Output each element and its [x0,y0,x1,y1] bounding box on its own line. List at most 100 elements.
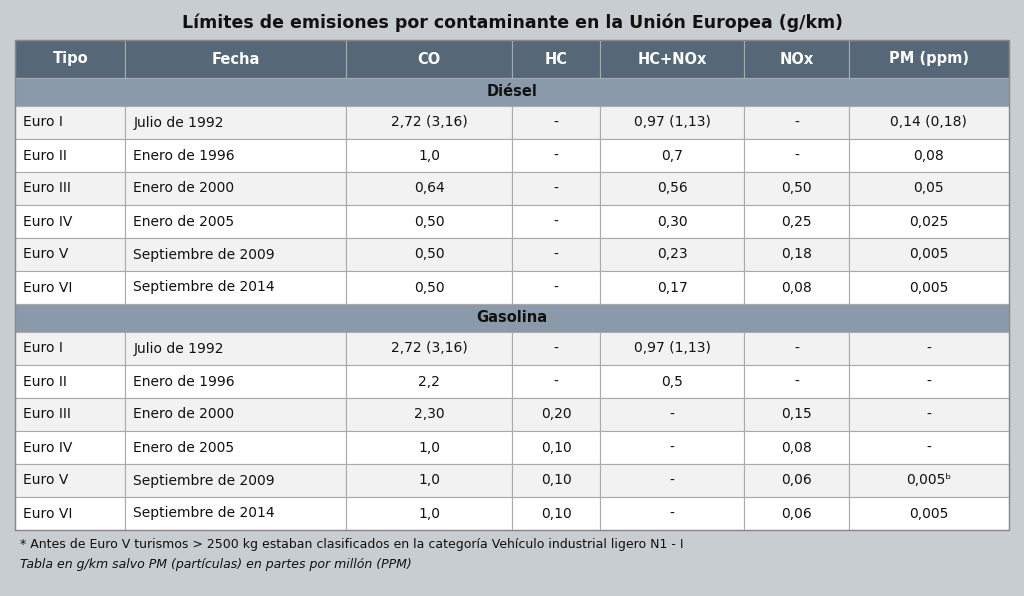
Text: 0,17: 0,17 [656,281,687,294]
Text: 1,0: 1,0 [418,507,440,520]
Bar [15,40,1009,530]
Bar [743,271,849,304]
Text: -: - [670,507,675,520]
Bar [126,431,346,464]
Bar [849,139,1009,172]
Bar [743,464,849,497]
Text: Euro II: Euro II [23,148,67,163]
Text: Euro V: Euro V [23,473,69,488]
Bar [15,40,126,78]
Text: Enero de 2005: Enero de 2005 [133,215,234,228]
Bar [512,172,600,205]
Bar [743,332,849,365]
Text: Euro VI: Euro VI [23,281,73,294]
Bar [849,497,1009,530]
Bar [849,271,1009,304]
Bar [849,40,1009,78]
Text: 1,0: 1,0 [418,148,440,163]
Text: Tabla en g/km salvo PM (partículas) en partes por millón (PPM): Tabla en g/km salvo PM (partículas) en p… [20,558,412,571]
Bar [849,332,1009,365]
Bar [15,332,126,365]
Text: 0,50: 0,50 [414,215,444,228]
Text: 0,06: 0,06 [781,473,812,488]
Bar [743,431,849,464]
Bar [512,271,600,304]
Bar [743,398,849,431]
Text: Tipo: Tipo [52,51,88,67]
Text: 2,2: 2,2 [418,374,440,389]
Bar [600,205,743,238]
Text: 2,72 (3,16): 2,72 (3,16) [391,342,468,355]
Bar [512,238,600,271]
Text: -: - [670,440,675,455]
Bar [126,172,346,205]
Bar [743,365,849,398]
Bar [346,398,512,431]
Bar [512,497,600,530]
Bar [512,398,600,431]
Bar [600,271,743,304]
Text: 0,5: 0,5 [662,374,683,389]
Text: 0,97 (1,13): 0,97 (1,13) [634,116,711,129]
Bar [512,205,600,238]
Bar [743,205,849,238]
Bar [346,431,512,464]
Bar [600,332,743,365]
Bar [15,139,126,172]
Text: 0,56: 0,56 [656,182,687,195]
Text: 0,10: 0,10 [541,507,571,520]
Bar [849,205,1009,238]
Text: 0,14 (0,18): 0,14 (0,18) [891,116,968,129]
Bar [15,238,126,271]
Bar [512,139,600,172]
Bar [600,365,743,398]
Text: Septiembre de 2009: Septiembre de 2009 [133,473,275,488]
Text: -: - [927,342,932,355]
Bar [15,271,126,304]
Bar [126,497,346,530]
Bar [346,139,512,172]
Text: Septiembre de 2014: Septiembre de 2014 [133,507,275,520]
Bar [600,497,743,530]
Bar [346,106,512,139]
Text: 0,05: 0,05 [913,182,944,195]
Text: -: - [554,281,559,294]
Bar [15,172,126,205]
Text: 0,50: 0,50 [414,281,444,294]
Text: * Antes de Euro V turismos > 2500 kg estaban clasificados en la categoría Vehícu: * Antes de Euro V turismos > 2500 kg est… [20,538,683,551]
Text: 1,0: 1,0 [418,440,440,455]
Bar [849,464,1009,497]
Text: 0,10: 0,10 [541,473,571,488]
Text: -: - [554,215,559,228]
Bar [849,238,1009,271]
Bar [15,78,1009,106]
Bar [346,238,512,271]
Bar [15,464,126,497]
Text: 0,15: 0,15 [781,408,812,421]
Text: -: - [927,408,932,421]
Bar [346,205,512,238]
Text: 0,50: 0,50 [781,182,812,195]
Bar [346,497,512,530]
Text: -: - [927,374,932,389]
Text: Euro III: Euro III [23,182,71,195]
Bar [743,40,849,78]
Text: 0,08: 0,08 [781,440,812,455]
Bar [512,106,600,139]
Text: Euro III: Euro III [23,408,71,421]
Bar [126,139,346,172]
Text: 0,06: 0,06 [781,507,812,520]
Bar [126,464,346,497]
Bar [512,464,600,497]
Bar [346,271,512,304]
Text: Enero de 1996: Enero de 1996 [133,148,236,163]
Bar [849,365,1009,398]
Bar [600,464,743,497]
Text: 1,0: 1,0 [418,473,440,488]
Text: Enero de 2000: Enero de 2000 [133,182,234,195]
Text: CO: CO [418,51,440,67]
Text: -: - [554,148,559,163]
Text: Julio de 1992: Julio de 1992 [133,342,224,355]
Text: PM (ppm): PM (ppm) [889,51,969,67]
Bar [346,464,512,497]
